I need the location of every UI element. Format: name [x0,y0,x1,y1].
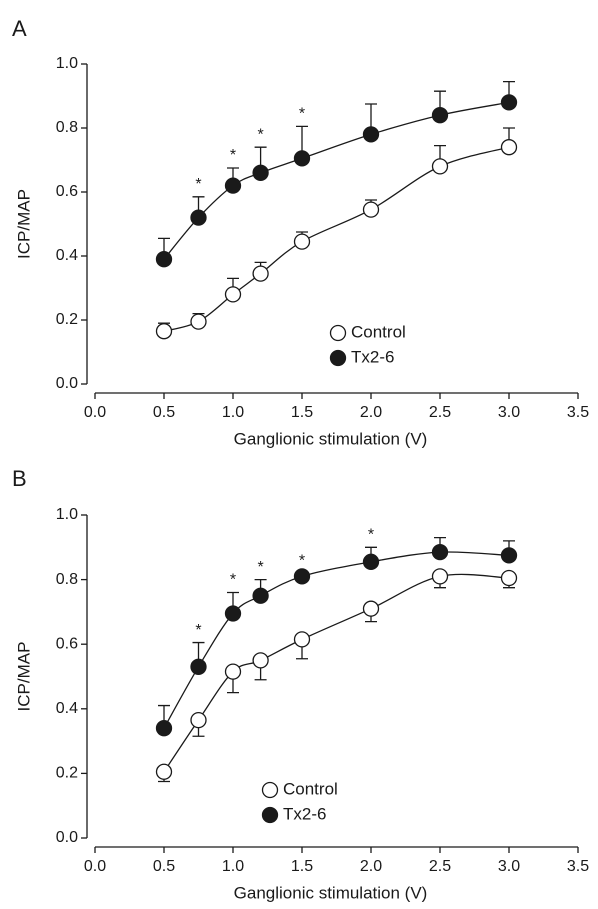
x-axis-label: Ganglionic stimulation (V) [234,429,428,448]
data-point [431,158,449,175]
y-tick-label: 0.4 [56,700,78,717]
significance-star: * [195,622,201,639]
data-point [155,323,173,340]
x-tick-label: 2.0 [360,404,382,421]
x-tick-label: 2.5 [429,858,451,875]
legend-marker [329,324,347,342]
y-tick-label: 0.8 [56,571,78,588]
x-tick-label: 0.0 [84,858,106,875]
data-point [431,568,449,585]
y-tick-label: 0.4 [56,247,78,264]
data-point [500,569,518,587]
x-tick-label: 0.5 [153,858,175,875]
x-tick-label: 3.0 [498,858,520,875]
significance-star: * [257,126,263,143]
x-axis-label: Ganglionic stimulation (V) [234,883,428,902]
data-point [431,107,449,124]
legend-marker [261,806,279,824]
panel: B 0.0 0.2 0.4 0.6 0.8 1.0 0.0 0.5 1.0 1.5 2.0 2.5 3.0… [12,466,589,903]
data-point [190,658,207,675]
data-point [252,587,269,604]
panel-label: B [12,466,27,491]
x-tick-label: 1.5 [291,858,313,875]
y-tick-label: 0.6 [56,183,78,200]
data-point [500,547,518,564]
data-point [190,209,207,226]
data-point [224,663,242,680]
fit-curve [163,573,510,773]
panel-label: A [12,16,27,41]
data-point [190,711,207,729]
y-axis-label: ICP/MAP [14,189,33,259]
x-tick-label: 1.0 [222,404,244,421]
significance-star: * [299,552,305,569]
data-point [500,139,518,156]
data-point [362,126,380,143]
data-point [155,720,173,737]
data-point [252,652,269,669]
data-point [362,600,380,617]
fit-curve [163,551,510,729]
panel: A 0.0 0.2 0.4 0.6 0.8 1.0 0.0 0.5 1.0 1.5 2.0 2.5 3.0… [12,16,589,449]
x-tick-label: 3.5 [567,858,589,875]
data-point [155,763,173,780]
data-point [224,286,242,303]
significance-star: * [195,176,201,193]
x-tick-label: 3.5 [567,404,589,421]
significance-star: * [230,147,236,164]
data-point [190,313,207,330]
data-point [431,543,449,561]
x-tick-label: 3.0 [498,404,520,421]
significance-star: * [368,527,374,544]
y-tick-label: 1.0 [56,506,78,523]
data-point [155,251,173,268]
y-tick-label: 0.2 [56,311,78,328]
data-point [293,233,311,250]
significance-star: * [257,559,263,576]
data-point [224,605,242,622]
data-point [293,631,311,648]
significance-star: * [230,572,236,589]
x-tick-label: 0.5 [153,404,175,421]
data-point [252,164,269,181]
x-tick-label: 2.0 [360,858,382,875]
x-tick-label: 2.5 [429,404,451,421]
x-tick-label: 1.0 [222,858,244,875]
y-tick-label: 0.6 [56,635,78,652]
y-tick-label: 0.0 [56,375,78,392]
x-tick-label: 1.5 [291,404,313,421]
x-tick-label: 0.0 [84,404,106,421]
y-tick-label: 0.8 [56,119,78,136]
legend-label: Control [351,322,406,341]
y-tick-label: 0.2 [56,765,78,782]
legend-label: Control [283,779,338,798]
legend-label: Tx2-6 [351,347,394,366]
data-point [362,553,380,570]
legend-label: Tx2-6 [283,804,326,823]
data-point [293,568,311,585]
fit-curve [163,146,510,332]
y-axis-label: ICP/MAP [14,642,33,712]
y-tick-label: 1.0 [56,55,78,72]
data-point [252,265,269,282]
y-tick-label: 0.0 [56,829,78,846]
significance-star: * [299,106,305,123]
legend-marker [329,349,347,367]
data-point [362,201,380,218]
data-point [500,94,518,111]
legend-marker [261,781,279,799]
data-point [224,177,242,194]
data-point [293,150,311,167]
fit-curve [163,101,510,260]
